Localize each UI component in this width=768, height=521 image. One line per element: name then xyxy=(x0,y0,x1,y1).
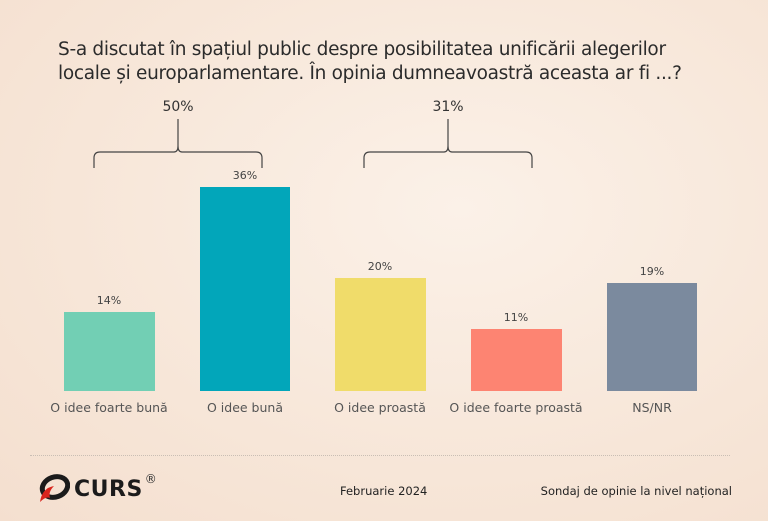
footer-divider xyxy=(30,455,730,456)
bar-label: O idee proastă xyxy=(334,400,426,415)
survey-note: Sondaj de opinie la nivel național xyxy=(540,484,732,498)
bar-label: O idee foarte proastă xyxy=(449,400,583,415)
bar-value: 19% xyxy=(639,265,665,278)
survey-date: Februarie 2024 xyxy=(340,484,428,498)
curs-logo-icon xyxy=(39,474,70,502)
bar-value: 14% xyxy=(96,294,122,307)
registered-mark: ® xyxy=(144,472,157,486)
bar-label: O idee bună xyxy=(206,400,283,415)
chart-title-line1: S-a discutat în spațiul public despre po… xyxy=(58,39,666,60)
chart-title: S-a discutat în spațiul public despre po… xyxy=(58,38,698,86)
chart-title-line2: locale și europarlamentare. În opinia du… xyxy=(58,63,682,84)
bar-value: 36% xyxy=(232,169,258,182)
curs-logo: CURS ® xyxy=(36,472,157,504)
bar-o-idee-proasta xyxy=(335,278,426,391)
bar-o-idee-foarte-buna xyxy=(64,312,155,391)
brace-positive xyxy=(93,119,263,168)
bar-ns-nr xyxy=(607,283,697,391)
bar-value: 11% xyxy=(503,311,529,324)
bar-value: 20% xyxy=(367,260,393,273)
bar-o-idee-buna xyxy=(200,187,290,391)
brace-negative xyxy=(363,119,533,168)
bar-label: O idee foarte bună xyxy=(50,400,168,415)
bar-o-idee-foarte-proasta xyxy=(471,329,562,391)
brand-name: CURS xyxy=(74,476,143,502)
group-label-positive: 50% xyxy=(162,99,194,115)
bar-label: NS/NR xyxy=(632,400,672,415)
group-label-negative: 31% xyxy=(432,99,464,115)
